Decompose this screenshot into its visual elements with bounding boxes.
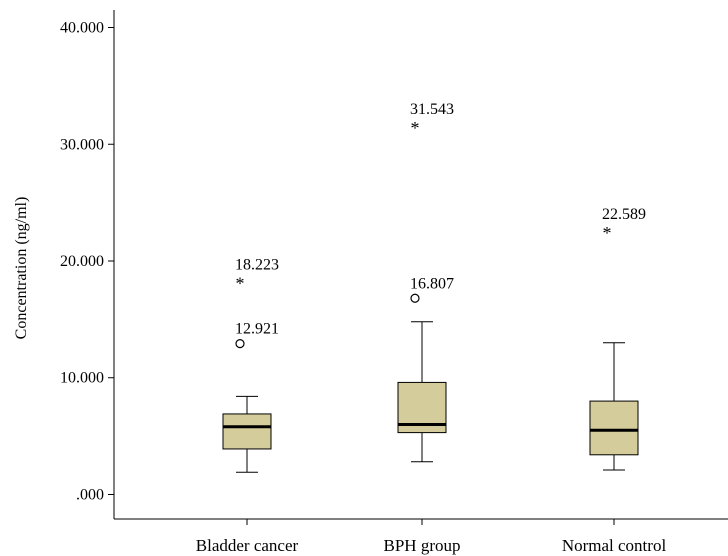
outlier-marker: [235, 339, 245, 349]
box-2: 16.807 *31.543: [397, 101, 454, 463]
y-tick-label: 10.000: [60, 370, 104, 387]
y-tick-label: 30.000: [60, 136, 104, 153]
extreme-marker: *: [411, 118, 420, 138]
y-tick-label: 40.000: [60, 20, 104, 37]
x-tick-label: Bladder cancer: [196, 536, 299, 555]
y-tick-label: 20.000: [60, 253, 104, 270]
extreme-label: 31.543: [410, 101, 454, 118]
extreme-marker: *: [603, 223, 612, 243]
outlier-label: 12.921: [235, 321, 279, 338]
extreme-label: 18.223: [235, 257, 279, 274]
x-tick-label: Normal control: [562, 536, 667, 555]
y-ticks: .000 10.000 20.000 30.000 40.000: [60, 20, 114, 503]
outlier-label: 16.807: [410, 275, 454, 292]
y-tick-label: .000: [76, 486, 104, 503]
y-axis-label: Concentration (ng/ml): [13, 197, 30, 340]
box-3: *22.589: [589, 206, 646, 471]
x-ticks: Bladder cancer BPH group Normal control: [196, 519, 667, 555]
extreme-marker: *: [236, 274, 245, 294]
extreme-label: 22.589: [602, 206, 646, 223]
box-iqr: [222, 413, 272, 450]
box-iqr: [589, 400, 639, 456]
x-tick-label: BPH group: [384, 536, 461, 555]
box-1: 12.921 *18.223: [222, 257, 279, 473]
outlier-marker: [410, 293, 420, 303]
